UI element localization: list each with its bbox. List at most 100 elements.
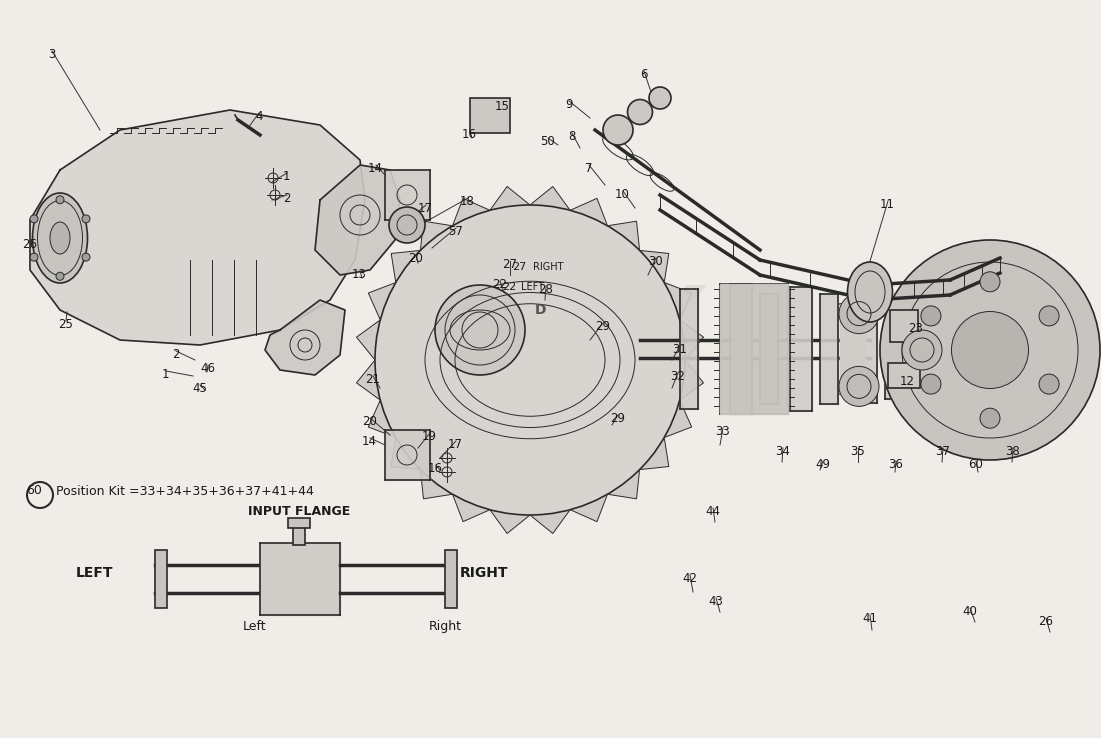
Circle shape [951, 311, 1028, 388]
Text: 27: 27 [512, 262, 526, 272]
Text: 29: 29 [595, 320, 610, 333]
Polygon shape [385, 170, 430, 220]
Text: 35: 35 [850, 445, 864, 458]
Text: 30: 30 [648, 255, 663, 268]
Polygon shape [421, 221, 453, 250]
Ellipse shape [628, 100, 653, 125]
Polygon shape [385, 430, 430, 480]
Ellipse shape [50, 222, 70, 254]
Text: 50: 50 [539, 135, 555, 148]
Circle shape [30, 253, 39, 261]
Polygon shape [530, 510, 570, 534]
Circle shape [1039, 374, 1059, 394]
Polygon shape [490, 510, 530, 534]
Polygon shape [680, 289, 698, 409]
Polygon shape [664, 283, 691, 320]
Text: RIGHT: RIGHT [460, 566, 509, 580]
Text: 2: 2 [283, 192, 291, 205]
Bar [155, 550, 167, 608]
Circle shape [389, 207, 425, 243]
Text: D: D [534, 303, 546, 317]
Polygon shape [640, 438, 668, 469]
Circle shape [81, 253, 90, 261]
Text: 23: 23 [908, 322, 923, 335]
Circle shape [81, 215, 90, 223]
Text: 20: 20 [362, 415, 377, 428]
Text: 12: 12 [900, 375, 915, 388]
Text: 15: 15 [495, 100, 510, 113]
Text: 41: 41 [862, 612, 877, 625]
Polygon shape [490, 187, 530, 210]
Text: 28: 28 [538, 283, 553, 296]
Polygon shape [820, 294, 838, 404]
Text: 36: 36 [889, 458, 903, 471]
Circle shape [30, 215, 39, 223]
Text: 3: 3 [48, 48, 55, 61]
Text: 8: 8 [568, 130, 576, 143]
Text: Right: Right [428, 620, 461, 633]
Polygon shape [730, 284, 752, 414]
Text: 17: 17 [448, 438, 464, 451]
Ellipse shape [848, 262, 893, 322]
Circle shape [56, 272, 64, 280]
Text: 14: 14 [368, 162, 383, 175]
Polygon shape [30, 110, 366, 345]
Text: 1: 1 [162, 368, 170, 381]
Text: 38: 38 [1005, 445, 1020, 458]
Polygon shape [855, 295, 877, 403]
Text: 26: 26 [22, 238, 37, 251]
Text: 49: 49 [815, 458, 830, 471]
Circle shape [56, 196, 64, 204]
Polygon shape [791, 287, 813, 411]
Text: 16: 16 [428, 462, 443, 475]
Circle shape [980, 272, 1000, 292]
Polygon shape [357, 320, 380, 360]
Circle shape [435, 285, 525, 375]
Polygon shape [679, 360, 704, 400]
Text: 11: 11 [880, 198, 895, 211]
Text: 37: 37 [935, 445, 950, 458]
Text: 32: 32 [671, 370, 685, 383]
Text: 17: 17 [418, 202, 433, 215]
Polygon shape [608, 469, 640, 499]
Bar [288, 518, 310, 528]
Text: 33: 33 [715, 425, 730, 438]
Text: RIGHT: RIGHT [533, 262, 564, 272]
Circle shape [839, 294, 879, 334]
Text: LEFT: LEFT [521, 282, 544, 292]
Text: 14: 14 [362, 435, 377, 448]
Bar [470, 98, 510, 133]
Circle shape [980, 408, 1000, 428]
Ellipse shape [603, 115, 633, 145]
Circle shape [902, 330, 942, 370]
Circle shape [839, 366, 879, 407]
Circle shape [375, 205, 685, 515]
Ellipse shape [33, 193, 87, 283]
Polygon shape [421, 469, 453, 499]
Text: INPUT FLANGE: INPUT FLANGE [248, 505, 350, 518]
Polygon shape [679, 320, 704, 360]
Circle shape [920, 374, 941, 394]
Polygon shape [760, 294, 778, 404]
Circle shape [920, 306, 941, 326]
Text: 40: 40 [962, 605, 977, 618]
Polygon shape [640, 250, 668, 283]
Text: 31: 31 [672, 343, 687, 356]
Text: 43: 43 [708, 595, 723, 608]
Bar [890, 310, 918, 342]
Polygon shape [608, 221, 640, 250]
Text: 27: 27 [502, 258, 517, 271]
Text: 60: 60 [26, 483, 42, 497]
Polygon shape [570, 199, 608, 226]
Text: 57: 57 [448, 225, 462, 238]
Text: 34: 34 [775, 445, 789, 458]
Text: 13: 13 [352, 268, 367, 281]
Polygon shape [720, 284, 788, 414]
Text: 20: 20 [408, 252, 423, 265]
Text: 45: 45 [192, 382, 207, 395]
Text: 42: 42 [682, 572, 697, 585]
Bar [445, 550, 457, 608]
Circle shape [1039, 306, 1059, 326]
Text: 22: 22 [492, 278, 506, 291]
Text: 19: 19 [422, 430, 437, 443]
